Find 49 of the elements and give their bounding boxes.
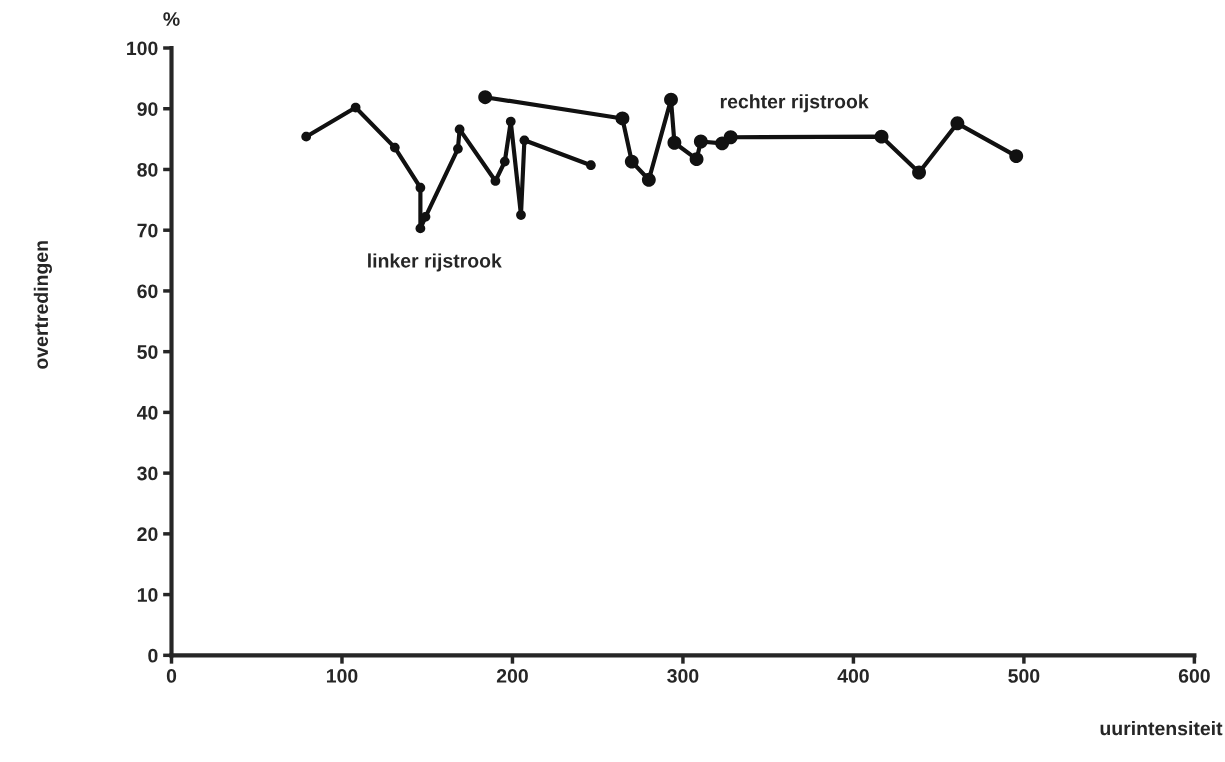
y-tick-label: 100 xyxy=(127,41,158,56)
point xyxy=(453,143,463,154)
x-tick-label: 100 xyxy=(326,669,358,683)
point xyxy=(415,182,426,193)
point xyxy=(478,90,493,105)
point xyxy=(1009,149,1024,164)
point xyxy=(586,160,596,171)
x-tick-label: 600 xyxy=(1178,669,1210,683)
y-tick-label: 10 xyxy=(137,588,158,602)
point xyxy=(415,223,426,234)
point xyxy=(615,111,630,126)
y-tick-label: 80 xyxy=(137,162,158,177)
point xyxy=(950,116,965,131)
point xyxy=(641,172,656,187)
series-label: linker rijstrook xyxy=(368,253,502,272)
y-tick-label: 20 xyxy=(137,527,158,542)
y-tick-label: 50 xyxy=(137,345,158,359)
point xyxy=(912,165,926,180)
point xyxy=(723,130,738,145)
point xyxy=(505,116,516,127)
y-tick-label: 70 xyxy=(137,223,158,238)
x-tick-label: 0 xyxy=(166,669,177,683)
point xyxy=(350,102,361,113)
point xyxy=(693,134,708,149)
x-tick-label: 500 xyxy=(1008,669,1040,683)
text: % xyxy=(163,12,180,26)
y-tick-label: 30 xyxy=(137,466,158,481)
y-axis-title: overtredingen xyxy=(33,241,52,369)
x-tick-label: 400 xyxy=(837,669,869,683)
y-tick-label: 40 xyxy=(136,405,158,420)
point xyxy=(499,156,510,167)
point xyxy=(516,210,526,220)
point xyxy=(389,142,400,153)
y-tick-label: 60 xyxy=(137,284,158,299)
point xyxy=(490,176,501,186)
point xyxy=(454,124,465,135)
y-tick-label: 0 xyxy=(148,648,158,663)
x-axis-title: uurintensiteit xyxy=(1100,721,1223,736)
point xyxy=(624,154,639,169)
point xyxy=(689,152,704,167)
point xyxy=(301,131,312,142)
series-label: rechter rijstrook xyxy=(720,94,869,113)
point xyxy=(667,135,682,150)
point xyxy=(664,92,678,107)
y-tick-label: 90 xyxy=(137,102,158,116)
point xyxy=(874,129,889,144)
point xyxy=(519,135,530,146)
x-tick-label: 300 xyxy=(667,669,699,683)
x-tick-label: 200 xyxy=(496,669,528,683)
